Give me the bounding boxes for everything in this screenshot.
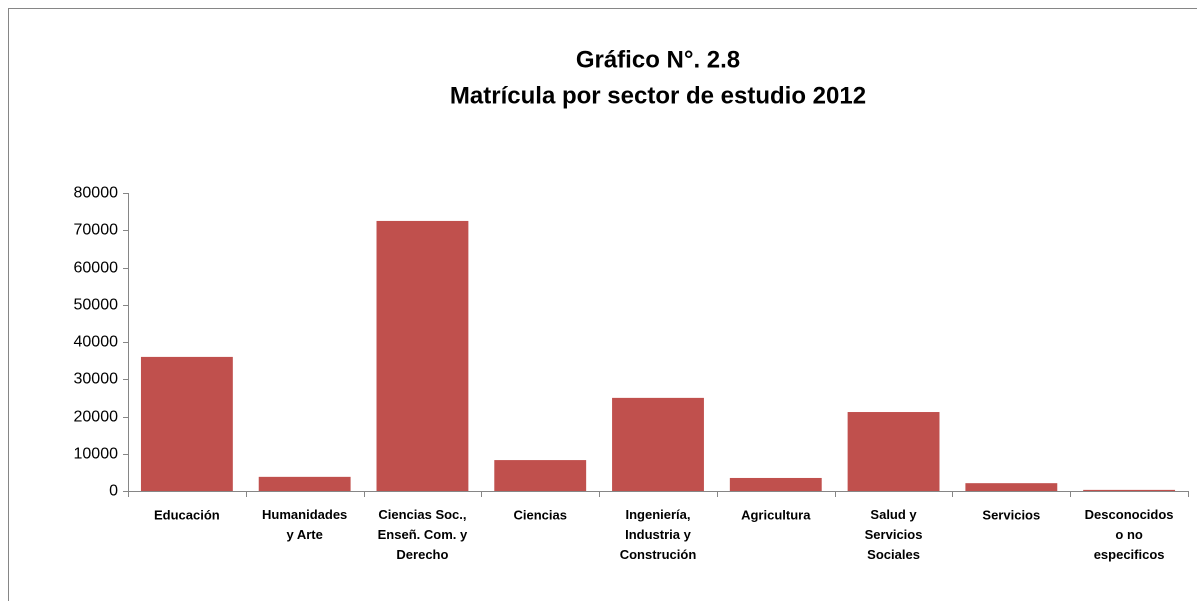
x-tick-label: Ingeniería, Industria y Construción xyxy=(620,507,697,562)
bar xyxy=(965,483,1058,491)
y-tick-label: 20000 xyxy=(74,409,119,426)
y-tick-label: 80000 xyxy=(74,185,119,202)
y-tick-label: 40000 xyxy=(74,334,119,351)
y-tick-label: 0 xyxy=(109,483,118,500)
y-tick-label: 10000 xyxy=(74,446,119,463)
bar xyxy=(376,220,469,491)
x-tick-label: Servicios xyxy=(982,507,1040,522)
bar xyxy=(847,412,940,491)
x-tick-label: Agricultura xyxy=(741,507,811,522)
bar xyxy=(258,476,351,491)
y-tick-label: 50000 xyxy=(74,297,119,314)
x-tick-label: Salud y Servicios Sociales xyxy=(865,507,923,562)
bar xyxy=(729,477,822,491)
chart-subtitle: Matrícula por sector de estudio 2012 xyxy=(450,82,866,109)
chart-frame xyxy=(8,8,1197,601)
x-tick-label: Ciencias Soc., Enseñ. Com. y Derecho xyxy=(378,507,468,562)
chart-title: Gráfico N°. 2.8 xyxy=(576,46,740,73)
bar xyxy=(140,356,233,491)
y-tick-label: 70000 xyxy=(74,222,119,239)
x-tick-label: Desconocidos o no especificos xyxy=(1085,507,1174,562)
x-tick-label: Humanidades y Arte xyxy=(262,507,347,542)
x-tick-label: Educación xyxy=(154,507,220,522)
y-tick-label: 60000 xyxy=(74,260,119,277)
x-tick-label: Ciencias xyxy=(513,507,566,522)
bar xyxy=(494,460,587,491)
bar xyxy=(612,397,704,491)
bar xyxy=(1083,489,1176,491)
y-tick-label: 30000 xyxy=(74,371,119,388)
